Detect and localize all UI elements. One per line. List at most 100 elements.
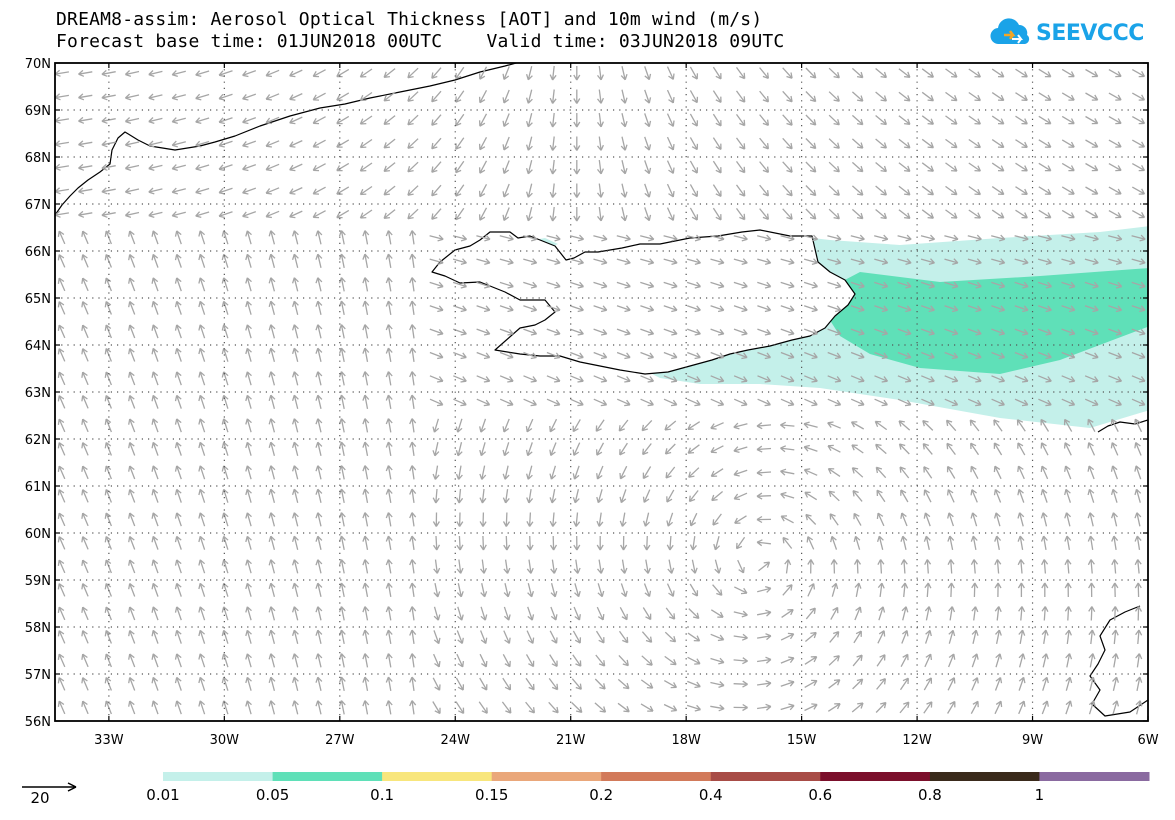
wind-arrow — [967, 398, 982, 407]
wind-arrow — [898, 68, 911, 78]
wind-arrow — [596, 160, 604, 175]
wind-arrow — [828, 655, 840, 666]
wind-arrow — [594, 702, 607, 713]
wind-arrow — [312, 139, 326, 148]
wind-arrow — [569, 281, 584, 289]
wind-arrow — [338, 441, 346, 457]
wind-arrow — [804, 398, 818, 407]
wind-arrow — [171, 164, 186, 172]
wind-arrow — [1041, 559, 1049, 574]
wind-arrow — [218, 187, 233, 195]
wind-arrow — [433, 559, 441, 574]
wind-arrow — [640, 375, 655, 383]
wind-arrow — [710, 351, 725, 360]
wind-arrow — [312, 210, 326, 219]
wind-arrow — [572, 465, 580, 480]
wind-arrow — [780, 421, 795, 429]
wind-arrow — [433, 582, 441, 598]
wind-arrow — [921, 209, 935, 219]
wind-arrow — [1037, 234, 1053, 242]
wind-arrow — [1064, 629, 1072, 644]
wind-arrow — [362, 277, 370, 292]
wind-arrow — [947, 559, 955, 574]
wind-arrow — [385, 582, 393, 598]
wind-arrow — [499, 234, 514, 242]
wind-arrow — [359, 68, 373, 78]
wind-arrow — [830, 559, 838, 574]
wind-arrow — [218, 211, 233, 219]
wind-arrow — [291, 300, 299, 315]
wind-arrow — [385, 347, 393, 363]
wind-arrow — [687, 444, 700, 454]
wind-arrow — [291, 606, 299, 621]
wind-arrow — [851, 185, 864, 196]
wind-arrow — [1064, 606, 1072, 621]
wind-arrow — [780, 398, 795, 407]
wind-arrow — [1131, 163, 1146, 172]
colorbar-label: 0.05 — [256, 786, 289, 804]
wind-arrow — [921, 115, 935, 125]
wind-arrow — [242, 140, 257, 148]
wind-arrow — [452, 258, 467, 266]
wind-arrow — [338, 582, 346, 598]
wind-arrow — [573, 183, 581, 198]
wind-arrow — [128, 418, 136, 433]
wind-arrow — [924, 559, 932, 574]
wind-arrow — [245, 535, 252, 550]
wind-arrow — [128, 371, 136, 386]
wind-arrow — [968, 209, 981, 219]
wind-arrow — [735, 67, 746, 80]
wind-arrow — [596, 113, 604, 128]
wind-arrow — [383, 209, 396, 220]
wind-arrow — [737, 559, 745, 574]
wind-arrow — [128, 347, 136, 362]
wind-arrow — [101, 69, 116, 77]
wind-arrow — [851, 467, 864, 478]
wind-arrow — [338, 676, 346, 692]
wind-arrow — [643, 535, 651, 551]
wind-arrow — [245, 277, 252, 292]
wind-arrow — [1014, 375, 1029, 383]
wind-arrow — [1063, 442, 1072, 456]
wind-arrow — [549, 159, 557, 175]
wind-arrow — [899, 677, 909, 691]
wind-arrow — [1111, 606, 1119, 621]
wind-arrow — [124, 70, 140, 78]
wind-arrow — [362, 300, 370, 316]
wind-arrow — [407, 161, 419, 173]
wind-arrow — [710, 468, 724, 477]
wind-arrow — [1108, 398, 1122, 407]
wind-arrow — [1111, 535, 1119, 551]
wind-arrow — [78, 187, 93, 195]
wind-arrow — [595, 630, 605, 644]
wind-arrow — [780, 281, 795, 289]
wind-arrow — [1038, 375, 1052, 383]
wind-arrow — [479, 559, 487, 574]
wind-vectors — [55, 65, 1146, 715]
wind-arrow — [78, 69, 93, 77]
wind-arrow — [874, 328, 889, 336]
wind-arrow — [666, 66, 675, 80]
wind-arrow — [503, 535, 511, 551]
wind-arrow — [710, 633, 725, 642]
wind-arrow — [291, 512, 299, 527]
wind-arrow — [710, 422, 724, 430]
wind-arrow — [221, 700, 229, 715]
wind-arrow — [663, 703, 678, 712]
wind-arrow — [756, 422, 772, 430]
wind-arrow — [128, 559, 136, 574]
wind-arrow — [479, 630, 488, 645]
wind-arrow — [620, 66, 628, 81]
wind-arrow — [874, 281, 889, 289]
wind-arrow — [81, 254, 89, 268]
wind-arrow — [479, 488, 487, 504]
wind-arrow — [359, 209, 373, 219]
latitude-labels: 70N 69N 68N 67N 66N 65N 64N 63N 62N 61N 60N 59N 58N 5… — [25, 57, 51, 730]
wind-arrow — [573, 160, 581, 175]
wind-arrow — [198, 488, 206, 503]
wind-arrow — [221, 394, 229, 409]
wind-arrow — [502, 442, 510, 457]
wind-arrow — [455, 418, 463, 433]
wind-arrow — [525, 442, 533, 457]
colorbar-segment — [272, 772, 383, 781]
